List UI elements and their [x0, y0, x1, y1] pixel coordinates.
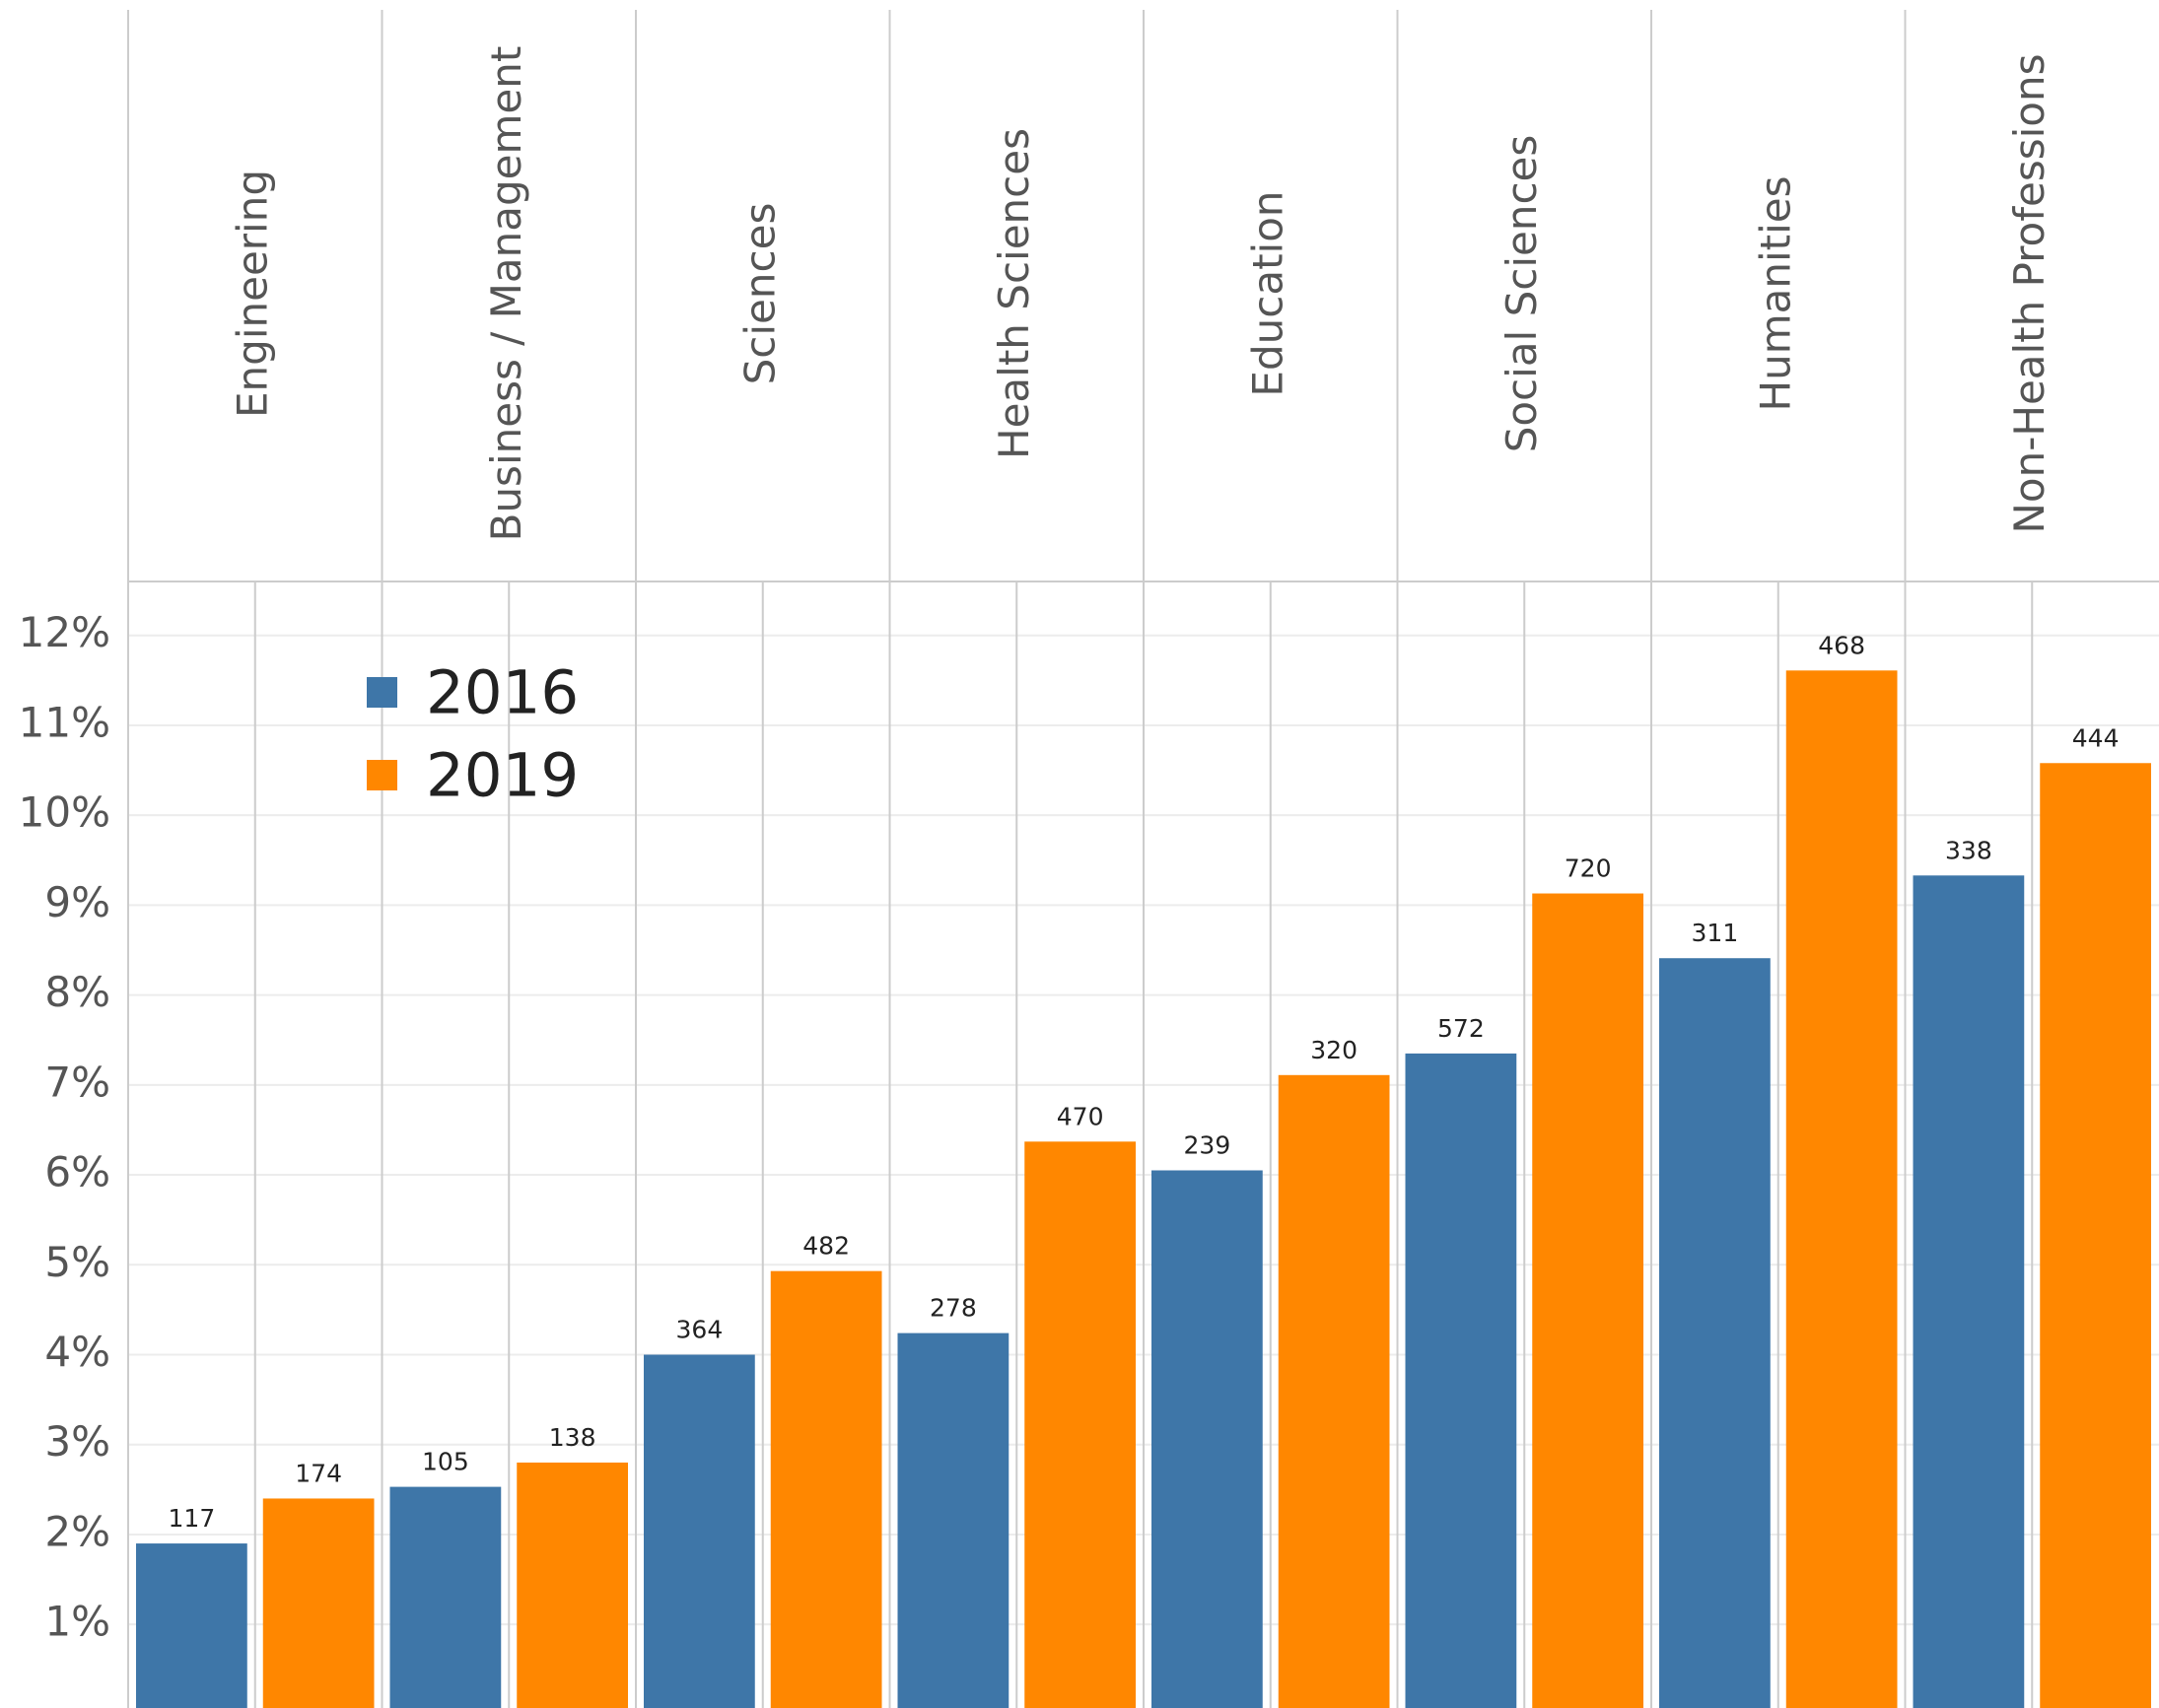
bar — [644, 1354, 755, 1708]
y-tick-label: 8% — [44, 968, 110, 1016]
legend-label: 2016 — [426, 658, 579, 728]
legend-swatch — [367, 760, 397, 790]
bar — [262, 1498, 375, 1708]
category-label: Engineering — [228, 170, 276, 418]
data-label: 338 — [1945, 836, 1992, 864]
data-label: 117 — [169, 1504, 216, 1533]
bar — [1151, 1170, 1263, 1708]
legend-label: 2019 — [426, 741, 579, 811]
data-label: 720 — [1565, 854, 1612, 883]
y-tick-label: 3% — [44, 1417, 110, 1466]
y-tick-label: 9% — [44, 878, 110, 926]
y-tick-label: 1% — [44, 1598, 110, 1646]
y-tick-label: 6% — [44, 1148, 110, 1196]
bar — [1659, 958, 1771, 1708]
bar — [1532, 893, 1643, 1708]
data-label: 572 — [1437, 1014, 1485, 1043]
y-tick-label: 4% — [44, 1328, 110, 1376]
category-label: Social Sciences — [1497, 135, 1546, 453]
y-tick-label: 7% — [44, 1058, 110, 1106]
y-tick-label: 10% — [19, 788, 110, 837]
y-tick-label: 5% — [44, 1238, 110, 1286]
bar — [389, 1486, 502, 1708]
y-tick-label: 11% — [19, 698, 110, 746]
category-label: Non-Health Professions — [2005, 53, 2054, 533]
y-tick-label: 2% — [44, 1507, 110, 1555]
category-label: Education — [1243, 190, 1291, 396]
data-label: 320 — [1310, 1036, 1358, 1064]
data-label: 482 — [802, 1232, 850, 1261]
data-label: 278 — [930, 1294, 977, 1323]
data-label: 174 — [295, 1459, 342, 1487]
data-label: 239 — [1184, 1130, 1231, 1159]
data-label: 138 — [549, 1423, 596, 1452]
category-label: Sciences — [735, 203, 784, 385]
bar — [897, 1332, 1010, 1708]
bar — [1405, 1053, 1517, 1708]
data-label: 470 — [1057, 1102, 1104, 1130]
legend-swatch — [367, 677, 397, 708]
data-label: 105 — [422, 1448, 469, 1476]
bar — [1785, 670, 1898, 1708]
bar — [1278, 1074, 1390, 1708]
data-label: 444 — [2072, 723, 2120, 752]
category-label: Health Sciences — [990, 128, 1038, 459]
category-label: Business / Management — [482, 46, 530, 542]
bar — [136, 1543, 247, 1708]
data-label: 364 — [676, 1316, 724, 1344]
bar — [1024, 1141, 1136, 1708]
bar — [517, 1462, 628, 1708]
bar — [1913, 875, 2025, 1708]
category-label: Humanities — [1751, 176, 1799, 412]
data-label: 311 — [1692, 919, 1739, 947]
bar — [770, 1270, 882, 1708]
data-label: 468 — [1818, 631, 1865, 659]
bar — [2040, 763, 2151, 1708]
y-tick-label: 12% — [19, 608, 110, 656]
